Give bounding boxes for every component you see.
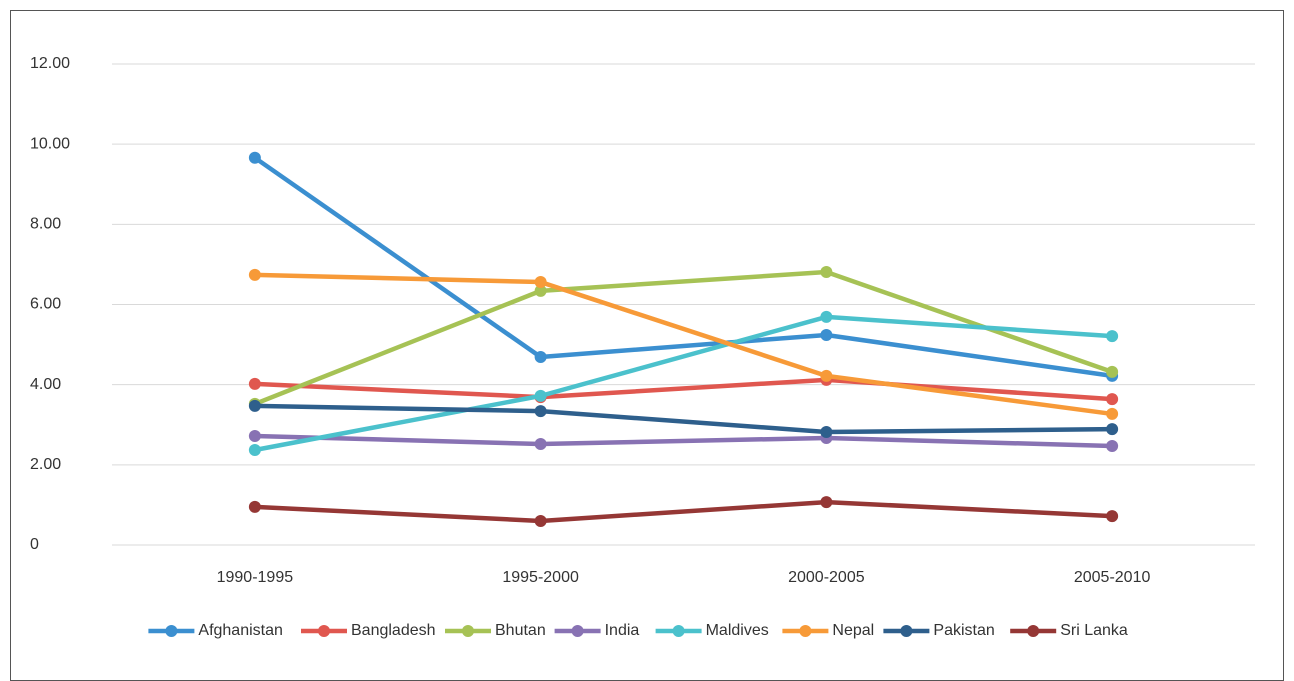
data-point	[534, 437, 547, 450]
y-tick-label: 8.00	[30, 216, 61, 233]
data-point	[248, 268, 261, 281]
series-line	[253, 155, 1113, 379]
y-tick-label: 6.00	[30, 296, 61, 313]
legend-label: India	[605, 622, 640, 639]
data-point	[534, 276, 547, 289]
series-line	[254, 499, 1113, 524]
legend-label: Bangladesh	[351, 622, 436, 639]
legend-marker	[672, 625, 685, 637]
data-point	[820, 266, 833, 279]
data-point	[1106, 423, 1119, 436]
series-line	[254, 269, 1113, 406]
data-point	[534, 351, 547, 364]
data-point	[820, 496, 833, 509]
data-point	[534, 405, 547, 418]
series-line	[254, 377, 1113, 402]
x-tick-label: 2000-2005	[788, 569, 865, 586]
series-line	[254, 433, 1113, 449]
data-point	[248, 377, 261, 390]
data-point	[1106, 393, 1119, 406]
data-point	[820, 328, 833, 341]
data-point	[534, 389, 547, 402]
legend-marker	[462, 625, 474, 637]
data-point	[534, 284, 547, 297]
series-line	[254, 314, 1113, 453]
y-tick-label: 12.00	[30, 55, 70, 72]
y-tick-label: 10.00	[30, 135, 70, 152]
data-point	[820, 369, 833, 382]
legend-marker	[900, 625, 913, 637]
series-line	[254, 272, 1113, 417]
data-point	[820, 310, 833, 323]
data-point	[248, 151, 261, 164]
x-tick-label: 1990-1995	[217, 569, 294, 586]
y-tick-label: 2.00	[30, 456, 61, 473]
legend-label: Sri Lanka	[1060, 622, 1128, 639]
legend-label: Afghanistan	[198, 622, 283, 639]
data-point	[820, 425, 833, 438]
legend-label: Bhutan	[495, 622, 546, 639]
data-point	[248, 444, 261, 457]
x-tick-label: 1995-2000	[502, 569, 579, 586]
data-point	[1106, 407, 1119, 420]
legend-marker	[165, 625, 178, 637]
x-tick-label: 2005-2010	[1074, 569, 1151, 586]
data-point	[1106, 510, 1119, 523]
legend-marker	[799, 625, 812, 637]
legend-label: Maldives	[706, 622, 769, 639]
legend-marker	[571, 625, 584, 637]
data-point	[248, 399, 261, 412]
data-point	[1106, 330, 1119, 343]
y-tick-label: 4.00	[30, 376, 61, 393]
data-point	[248, 500, 261, 513]
data-point	[1106, 439, 1119, 452]
data-point	[1106, 365, 1119, 378]
legend-marker	[318, 625, 330, 637]
series-line	[254, 403, 1113, 435]
legend-label: Pakistan	[933, 622, 994, 639]
legend-marker	[1027, 625, 1040, 637]
legend-label: Nepal	[832, 622, 874, 639]
y-tick-label: 0	[30, 536, 39, 553]
data-point	[248, 429, 261, 442]
data-point	[534, 514, 547, 527]
